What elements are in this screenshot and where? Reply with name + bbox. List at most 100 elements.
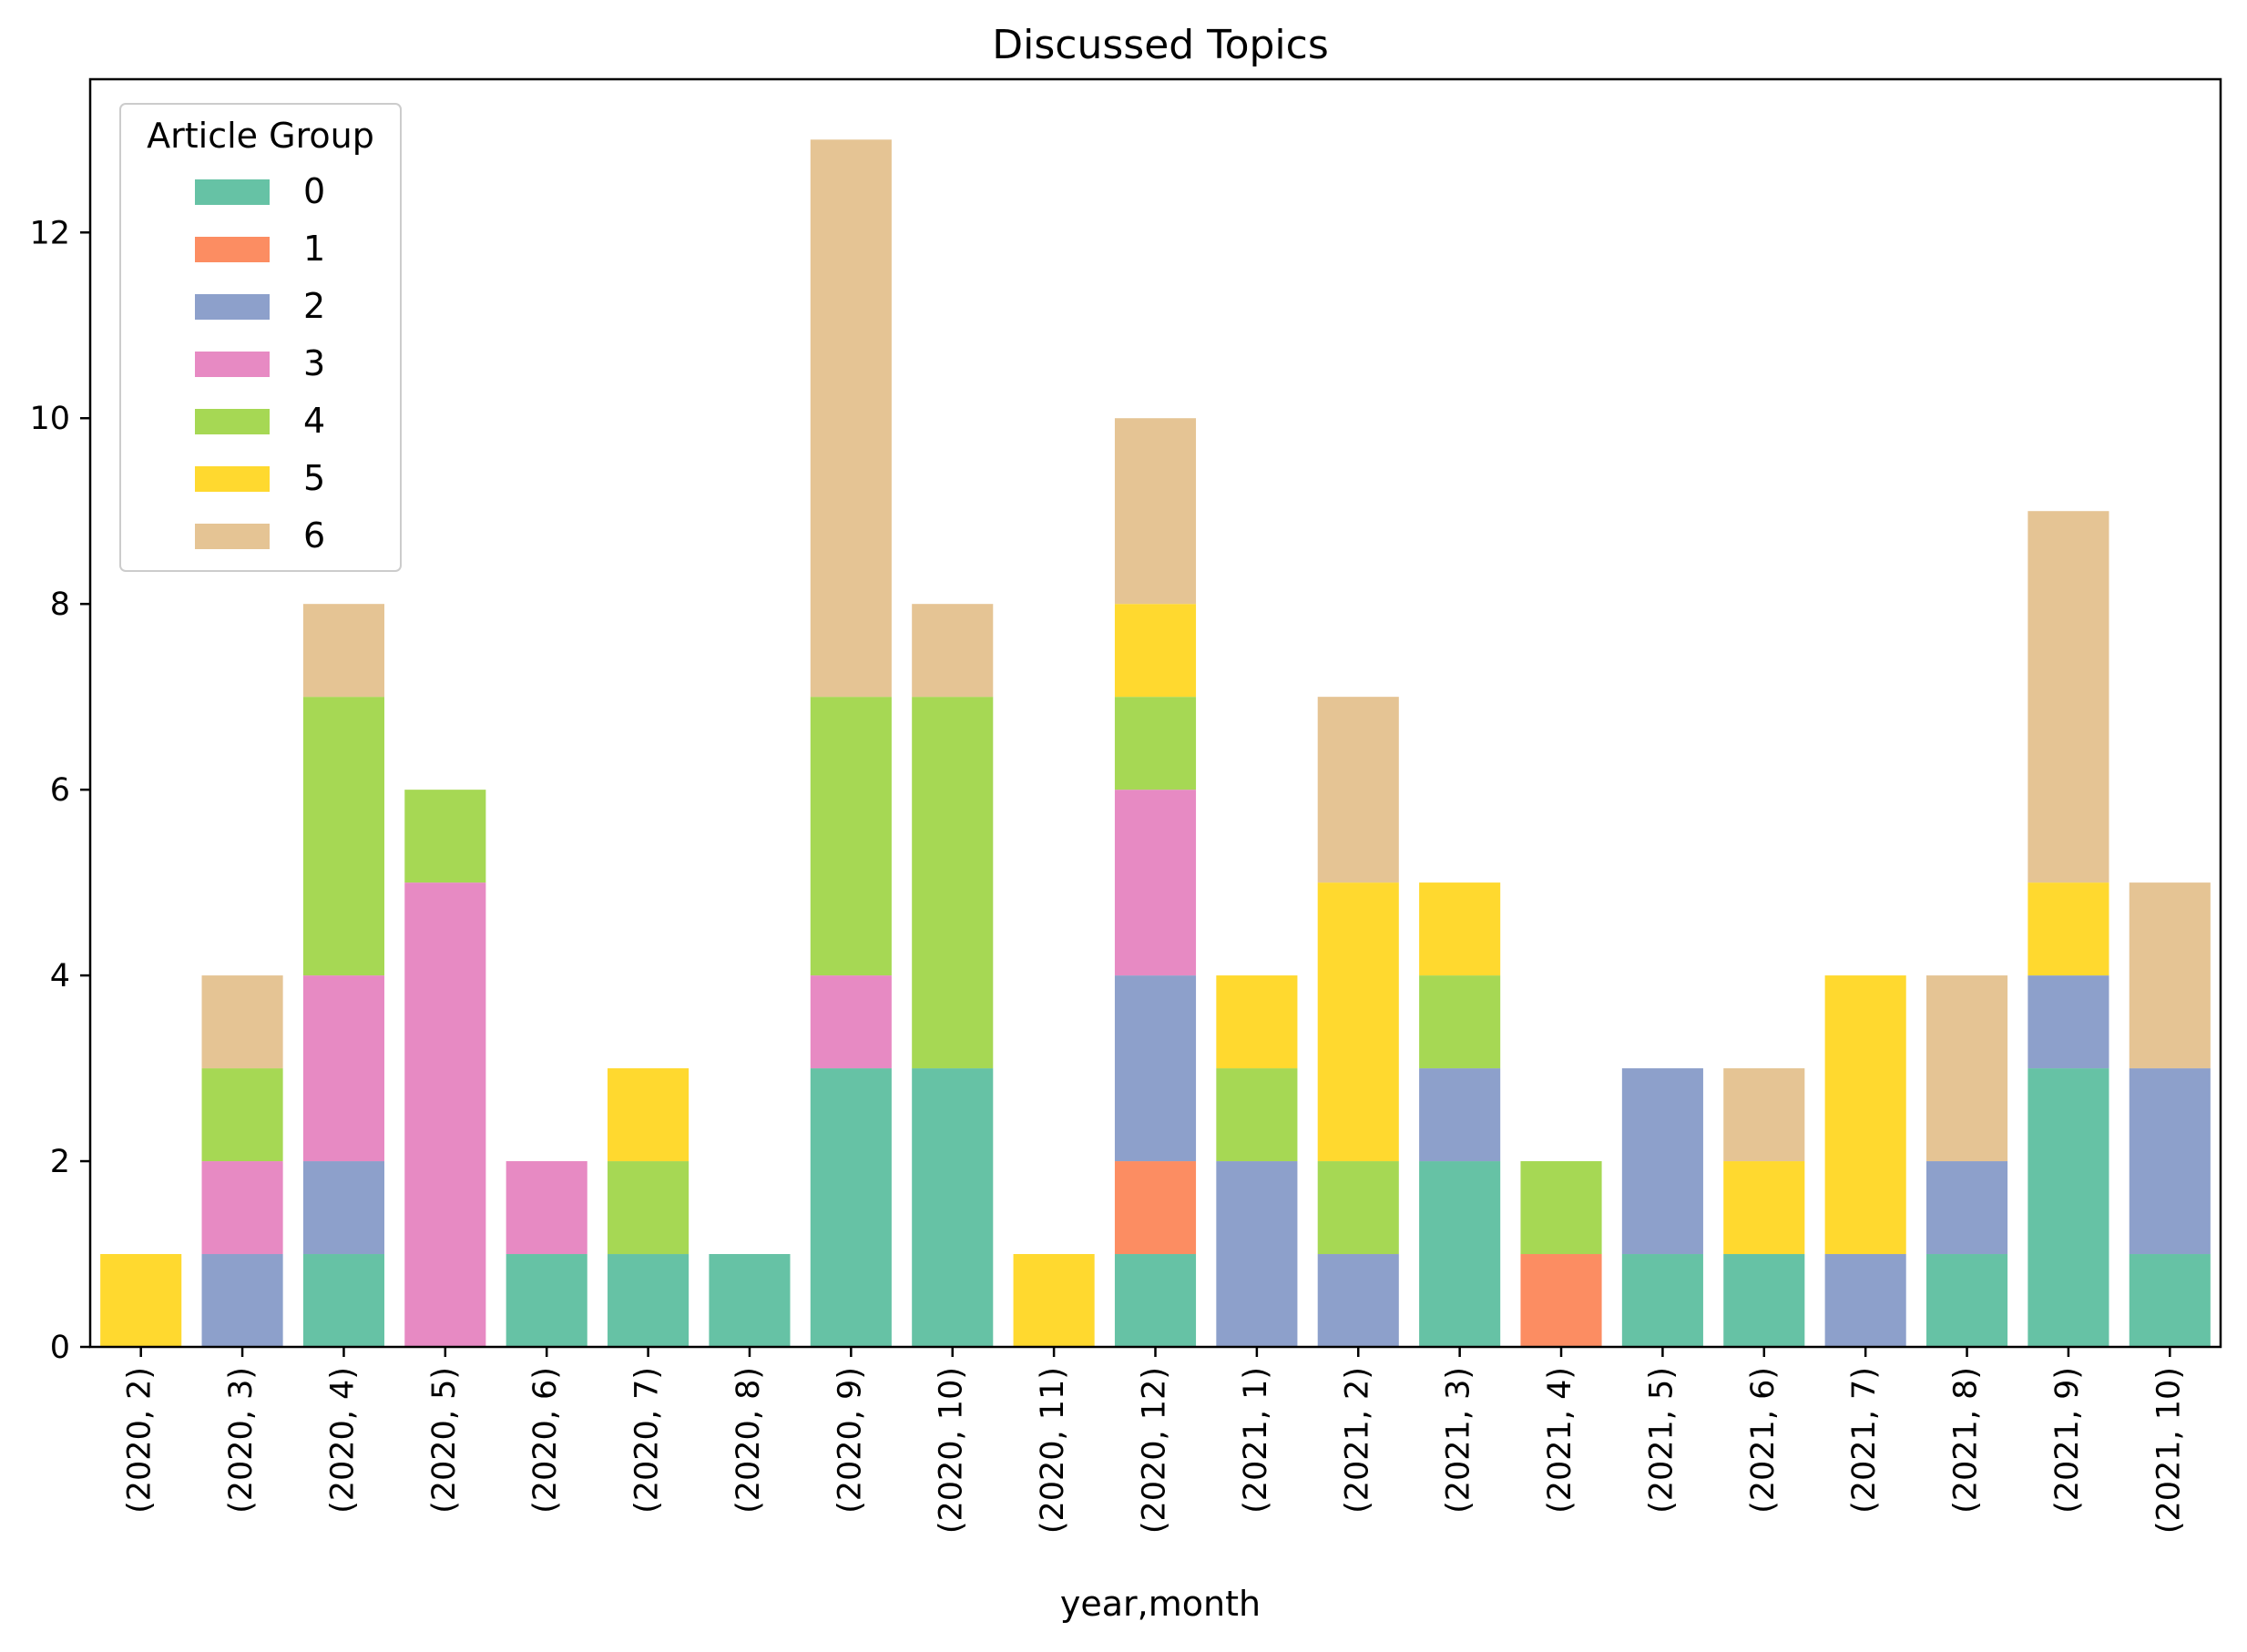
bar-segment-group-4-14	[1520, 1161, 1602, 1255]
legend-swatch-5	[195, 466, 270, 492]
bar-segment-group-4-1	[201, 1068, 283, 1162]
bar-segment-group-6-12	[1317, 697, 1399, 883]
legend-swatch-2	[195, 294, 270, 320]
bar-segment-group-3-3	[404, 882, 486, 1347]
legend-label-4: 4	[303, 401, 325, 441]
y-tick-label: 4	[50, 958, 70, 994]
bar-segment-group-4-11	[1216, 1068, 1298, 1162]
x-tick-label: (2020, 6)	[527, 1367, 564, 1514]
bar-segment-group-0-8	[912, 1068, 994, 1347]
bar-segment-group-0-19	[2027, 1068, 2109, 1347]
bar-segment-group-3-10	[1114, 790, 1197, 976]
legend-label-5: 5	[303, 458, 325, 498]
bar-segment-group-5-11	[1216, 975, 1298, 1069]
bar-segment-group-0-20	[2129, 1254, 2211, 1347]
bar-segment-group-5-19	[2027, 882, 2109, 976]
x-tick-label: (2020, 11)	[1035, 1367, 1071, 1534]
bar-segment-group-2-20	[2129, 1068, 2211, 1255]
bar-segment-group-6-19	[2027, 511, 2109, 883]
bar-segment-group-2-1	[201, 1254, 283, 1347]
x-tick-label: (2020, 7)	[629, 1367, 666, 1514]
bar-segment-group-2-13	[1419, 1068, 1501, 1162]
bar-segment-group-2-11	[1216, 1161, 1298, 1347]
x-tick-label: (2020, 2)	[122, 1367, 158, 1514]
bar-segment-group-2-18	[1926, 1161, 2008, 1255]
x-tick-label: (2021, 7)	[1846, 1367, 1883, 1514]
x-tick-label: (2021, 6)	[1745, 1367, 1782, 1514]
x-tick-label: (2020, 3)	[223, 1367, 260, 1514]
legend-swatch-6	[195, 524, 270, 549]
x-tick-label: (2021, 2)	[1339, 1367, 1375, 1514]
bar-segment-group-6-20	[2129, 882, 2211, 1069]
bar-segment-group-0-10	[1114, 1254, 1197, 1347]
bar-segment-group-5-16	[1723, 1161, 1805, 1255]
x-tick-label: (2021, 9)	[2049, 1367, 2086, 1514]
x-tick-label: (2021, 4)	[1542, 1367, 1578, 1514]
bar-segment-group-6-10	[1114, 418, 1197, 605]
bar-segment-group-2-19	[2027, 975, 2109, 1069]
x-tick-label: (2021, 8)	[1948, 1367, 1985, 1514]
bar-segment-group-4-2	[302, 697, 384, 976]
bar-segment-group-2-15	[1621, 1068, 1703, 1255]
bar-segment-group-0-18	[1926, 1254, 2008, 1347]
bar-segment-group-4-5	[608, 1161, 689, 1255]
legend-swatch-3	[195, 352, 270, 377]
bar-segment-group-4-13	[1419, 975, 1501, 1069]
bar-segment-group-5-13	[1419, 882, 1501, 976]
legend-label-1: 1	[303, 229, 325, 269]
bar-segment-group-0-5	[608, 1254, 689, 1347]
bar-segment-group-0-7	[810, 1068, 892, 1347]
bar-segment-group-3-4	[506, 1161, 587, 1255]
bar-segment-group-0-15	[1621, 1254, 1703, 1347]
bar-segment-group-4-10	[1114, 697, 1197, 790]
bar-segment-group-5-9	[1013, 1254, 1095, 1347]
bar-segment-group-2-17	[1824, 1254, 1906, 1347]
bar-segment-group-6-7	[810, 139, 892, 698]
legend-label-2: 2	[303, 286, 325, 326]
bar-segment-group-5-10	[1114, 604, 1197, 698]
legend-label-6: 6	[303, 515, 325, 556]
bar-segment-group-2-10	[1114, 975, 1197, 1162]
bar-segment-group-6-18	[1926, 975, 2008, 1162]
bar-segment-group-0-16	[1723, 1254, 1805, 1347]
x-tick-label: (2021, 10)	[2150, 1367, 2187, 1534]
x-tick-label: (2020, 12)	[1137, 1367, 1173, 1534]
bar-segment-group-5-5	[608, 1068, 689, 1162]
bar-segment-group-5-17	[1824, 975, 1906, 1255]
bar-segment-group-6-2	[302, 604, 384, 698]
bar-segment-group-6-8	[912, 604, 994, 698]
legend-label-0: 0	[303, 171, 325, 211]
bar-segment-group-1-14	[1520, 1254, 1602, 1347]
x-tick-label: (2021, 1)	[1238, 1367, 1274, 1514]
x-tick-label: (2020, 5)	[426, 1367, 463, 1514]
legend: Article Group 0 1 2 3 4 5 6	[119, 103, 402, 572]
y-tick-label: 8	[50, 586, 70, 623]
x-tick-label: (2020, 9)	[832, 1367, 868, 1514]
legend-box	[119, 103, 402, 572]
x-tick-label: (2020, 10)	[934, 1367, 970, 1534]
y-tick-label: 10	[29, 401, 70, 437]
y-tick-label: 12	[29, 215, 70, 251]
bar-segment-group-4-3	[404, 790, 486, 883]
legend-title: Article Group	[147, 116, 374, 156]
legend-swatch-1	[195, 237, 270, 262]
x-tick-label: (2021, 5)	[1643, 1367, 1680, 1514]
x-tick-label: (2020, 8)	[730, 1367, 767, 1514]
bar-segment-group-2-12	[1317, 1254, 1399, 1347]
bar-segment-group-3-2	[302, 975, 384, 1162]
y-axis: 0 2 4 6 8 10 12	[29, 215, 90, 1366]
bar-segment-group-6-1	[201, 975, 283, 1069]
legend-label-3: 3	[303, 343, 325, 383]
chart-title: Discussed Topics	[992, 22, 1329, 68]
bar-segment-group-2-2	[302, 1161, 384, 1255]
bar-segment-group-0-4	[506, 1254, 587, 1347]
legend-swatch-4	[195, 409, 270, 434]
bar-segment-group-4-12	[1317, 1161, 1399, 1255]
bar-segment-group-3-1	[201, 1161, 283, 1255]
bars-layer	[100, 139, 2211, 1347]
legend-items: 0 1 2 3 4 5 6	[195, 171, 325, 556]
x-tick-label: (2020, 4)	[324, 1367, 361, 1514]
bar-segment-group-5-12	[1317, 882, 1399, 1162]
x-axis-label: year,month	[1060, 1584, 1261, 1624]
bar-segment-group-0-13	[1419, 1161, 1501, 1347]
